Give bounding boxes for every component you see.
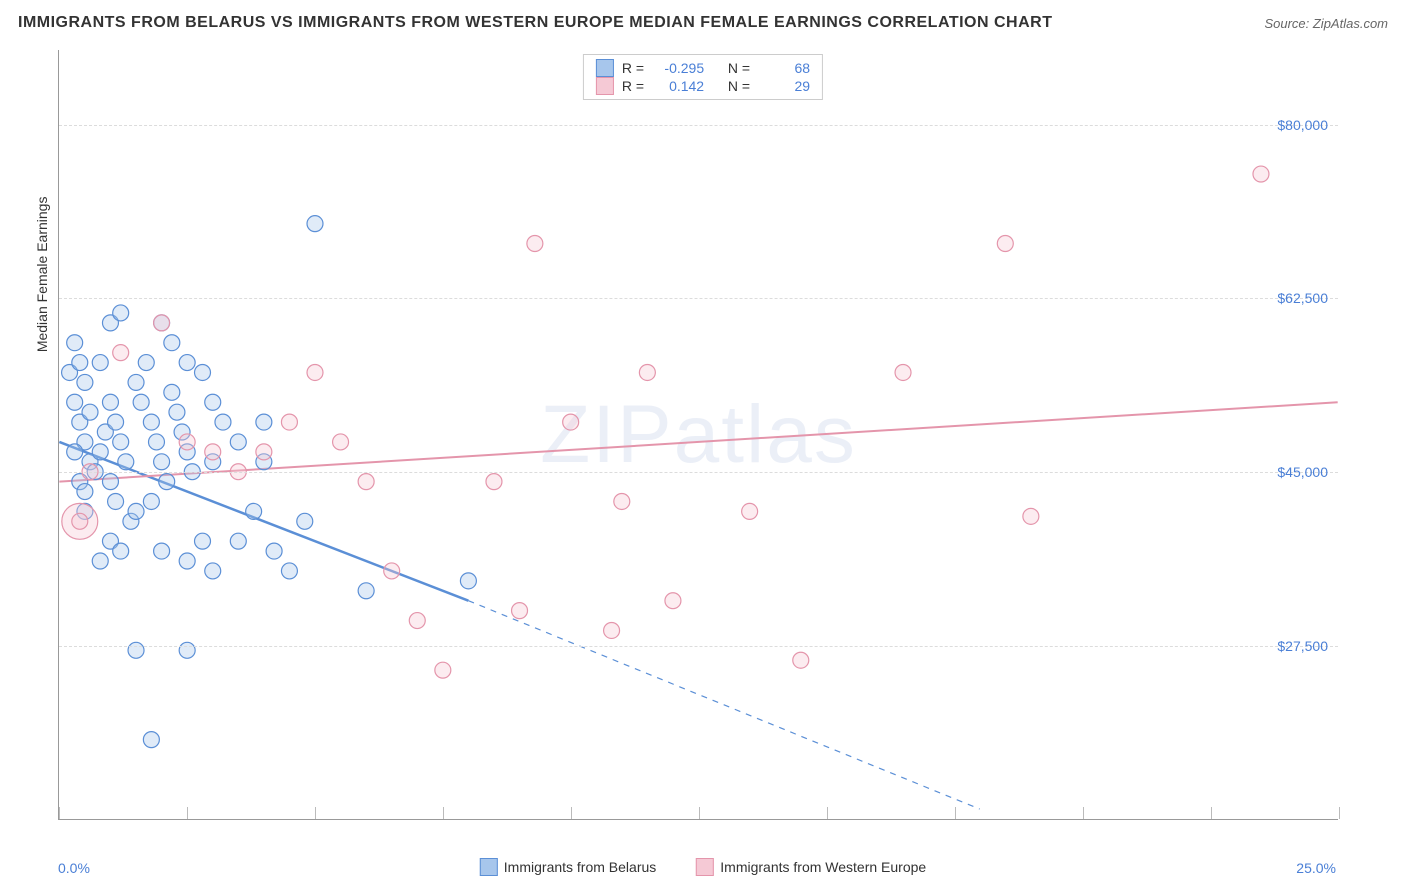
scatter-plot-svg bbox=[59, 50, 1338, 819]
r-value: 0.142 bbox=[652, 78, 704, 94]
n-value: 68 bbox=[758, 60, 810, 76]
legend-item-western-europe: Immigrants from Western Europe bbox=[696, 858, 926, 876]
top-legend-row: R = 0.142 N = 29 bbox=[596, 77, 810, 95]
y-tick-label: $62,500 bbox=[1277, 290, 1328, 306]
plot-area: ZIPatlas $27,500$45,000$62,500$80,000 bbox=[58, 50, 1338, 820]
legend-item-belarus: Immigrants from Belarus bbox=[480, 858, 656, 876]
x-axis-max-label: 25.0% bbox=[1296, 860, 1336, 876]
legend-label: Immigrants from Belarus bbox=[504, 859, 656, 875]
swatch-icon bbox=[696, 858, 714, 876]
top-legend: R = -0.295 N = 68 R = 0.142 N = 29 bbox=[583, 54, 823, 100]
n-label: N = bbox=[728, 78, 750, 94]
y-tick-label: $27,500 bbox=[1277, 638, 1328, 654]
y-axis-label: Median Female Earnings bbox=[34, 197, 50, 353]
r-label: R = bbox=[622, 78, 644, 94]
source-attribution: Source: ZipAtlas.com bbox=[1264, 16, 1388, 31]
legend-label: Immigrants from Western Europe bbox=[720, 859, 926, 875]
chart-title: IMMIGRANTS FROM BELARUS VS IMMIGRANTS FR… bbox=[18, 14, 1052, 32]
x-axis-min-label: 0.0% bbox=[58, 860, 90, 876]
title-bar: IMMIGRANTS FROM BELARUS VS IMMIGRANTS FR… bbox=[10, 10, 1396, 36]
n-value: 29 bbox=[758, 78, 810, 94]
n-label: N = bbox=[728, 60, 750, 76]
y-tick-label: $80,000 bbox=[1277, 117, 1328, 133]
bottom-legend: Immigrants from Belarus Immigrants from … bbox=[480, 858, 926, 876]
swatch-icon bbox=[480, 858, 498, 876]
r-label: R = bbox=[622, 60, 644, 76]
swatch-icon bbox=[596, 77, 614, 95]
r-value: -0.295 bbox=[652, 60, 704, 76]
top-legend-row: R = -0.295 N = 68 bbox=[596, 59, 810, 77]
chart-container: IMMIGRANTS FROM BELARUS VS IMMIGRANTS FR… bbox=[10, 10, 1396, 882]
swatch-icon bbox=[596, 59, 614, 77]
y-tick-label: $45,000 bbox=[1277, 464, 1328, 480]
